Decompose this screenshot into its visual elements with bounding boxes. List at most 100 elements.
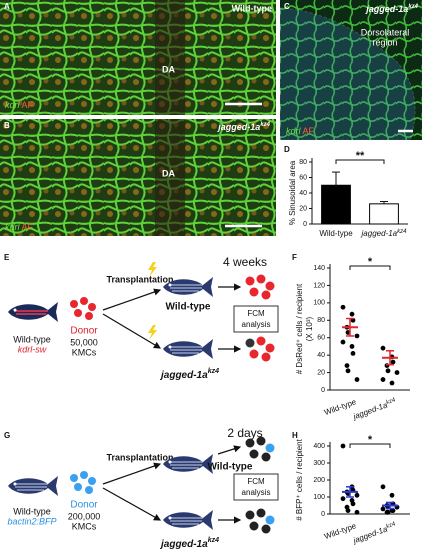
y-axis-label: # BFP⁺ cells / recipient [295,438,304,520]
data-point [349,311,355,317]
dorsolateral-outline [279,7,416,141]
analysis-cells [245,436,275,534]
y-tick-label: 200 [313,477,325,484]
region-label: region [372,37,397,47]
category-sup: kz4 [397,229,407,235]
significance: * [368,434,373,446]
stain-af: AF [22,222,34,232]
panel-letter: D [284,145,290,154]
y-tick-label: 80 [317,317,325,324]
data-point [354,377,360,382]
data-point [340,443,346,449]
x-tick-label: Wild-type [319,229,353,238]
data-point [390,508,396,513]
data-point [350,501,356,507]
genotype-sup: kz4 [208,537,219,544]
da-region [155,0,185,115]
bar [321,184,351,225]
y-tick-label: 100 [313,300,325,307]
y-tick-label: 100 [313,494,325,501]
donor-genotype: Wild-type [13,506,51,516]
arrow [102,487,162,521]
stain-kdrl: kdrl [5,100,21,110]
donor-label: Donor [70,326,98,337]
data-point [354,509,360,515]
panel-letter: E [4,253,10,262]
data-point [380,484,386,490]
fish-recipient [162,509,214,531]
genotype: jagged-1a [217,122,260,132]
micrograph-c [280,0,422,140]
fcm-box [233,473,279,501]
data-point [344,363,350,368]
micrograph-a [0,0,276,115]
arrow [217,445,242,455]
y-tick-label: 0 [321,511,325,518]
da-region [155,119,185,236]
genotype: jagged-1a [365,4,408,14]
stain-label: kdrl AF [286,126,315,136]
y-tick-label: 400 [313,443,325,450]
genotype: jagged-1a [159,370,208,381]
recipient-label: jagged-1akz4 [159,368,219,381]
significance-bracket [349,265,391,270]
data-point [389,380,395,386]
fcm-label: analysis [242,320,271,329]
panel-letter: H [292,431,298,440]
y-tick-label: 80 [299,159,307,166]
data-point [345,368,351,374]
significance-bracket [335,159,385,164]
cell-unit: KMCs [72,347,97,357]
fcm-label: FCM [247,477,265,486]
step-label: Transplantation [106,452,173,462]
arrow [102,462,162,485]
data-point [385,368,391,374]
significance-bracket [349,443,391,448]
stain-kdrl: kdrl [286,126,302,136]
data-point [394,370,400,375]
x-tick-label: jagged-1akz4 [351,521,398,546]
fish-donor [7,475,59,497]
data-point [380,506,386,512]
genotype-sup: kz4 [260,122,270,128]
fish-donor [7,301,59,323]
fish-recipient [162,338,214,360]
recipient-label: Wild-type [208,462,253,473]
significance: * [368,256,373,268]
y-tick-label: 140 [313,265,325,272]
condition-label: jagged-1akz4 [217,122,270,133]
y-axis-label: % Sinusoidal area [288,160,297,225]
bar [369,203,399,225]
analysis-cells [245,274,275,362]
donor-line: bactin2:BFP [7,516,56,526]
donor-genotype: Wild-type [13,334,51,344]
data-point [349,344,355,349]
micrograph-b [0,119,276,236]
panel-letter: B [4,121,10,130]
category: jagged-1a [351,400,389,421]
irradiation [148,325,157,340]
data-point [350,351,356,356]
panel-letter: F [292,253,297,262]
data-point [354,333,360,339]
data-point [385,509,391,515]
category-sup: kz4 [385,397,396,406]
fcm-label: analysis [242,488,271,497]
donor-label: Donor [70,500,98,511]
stain-label: kdrl AF [5,222,34,232]
da-label: DA [162,64,175,74]
stain-label: kdrl AF [5,100,34,110]
fcm-box [233,305,279,333]
donor-cells [70,471,96,494]
recipient-label: Wild-type [166,302,211,313]
y-tick-label: 40 [299,190,307,197]
y-tick-label: 60 [299,174,307,181]
data-point [384,363,390,368]
data-point [345,508,351,513]
cell-count: 50,000 [70,337,98,347]
arrow [102,288,162,311]
y-tick-label: 0 [303,221,307,228]
data-point [380,377,386,382]
genotype-sup: kz4 [408,4,418,10]
panel-letter: G [4,431,10,440]
